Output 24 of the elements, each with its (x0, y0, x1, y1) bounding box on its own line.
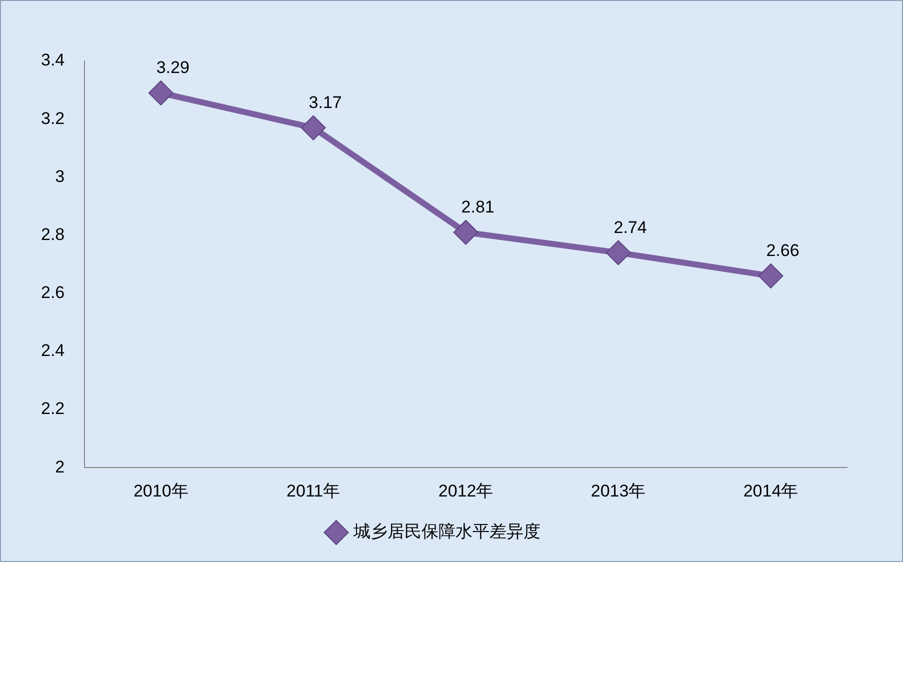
y-tick-label: 2 (55, 457, 65, 476)
y-tick-label: 2.2 (40, 399, 65, 418)
y-tick-label: 3 (55, 166, 65, 186)
data-label: 3.17 (308, 92, 342, 112)
point (148, 80, 174, 106)
x-tick-label: 2013年 (590, 481, 646, 500)
data-label: 3.29 (156, 58, 190, 78)
x-tick-label: 2012年 (438, 481, 494, 500)
point (453, 220, 478, 245)
point (758, 263, 784, 288)
legend-label: 城乡居民保障水平差异度 (352, 522, 540, 542)
y-tick-label: 2.4 (40, 341, 65, 360)
x-tick-label: 2014年 (743, 481, 798, 500)
y-tick-label: 3.2 (40, 108, 65, 128)
data-label: 2.74 (614, 218, 647, 237)
y-tick-label: 3.4 (40, 50, 65, 70)
x-tick-label: 2011年 (286, 481, 340, 500)
y-tick-label: 2.6 (40, 283, 65, 302)
point (300, 115, 326, 140)
x-tick-label: 2010年 (133, 481, 188, 500)
point (606, 240, 631, 266)
data-label: 2.66 (766, 241, 800, 260)
y-tick-label: 2.8 (40, 224, 65, 244)
data-label: 2.81 (461, 198, 494, 217)
